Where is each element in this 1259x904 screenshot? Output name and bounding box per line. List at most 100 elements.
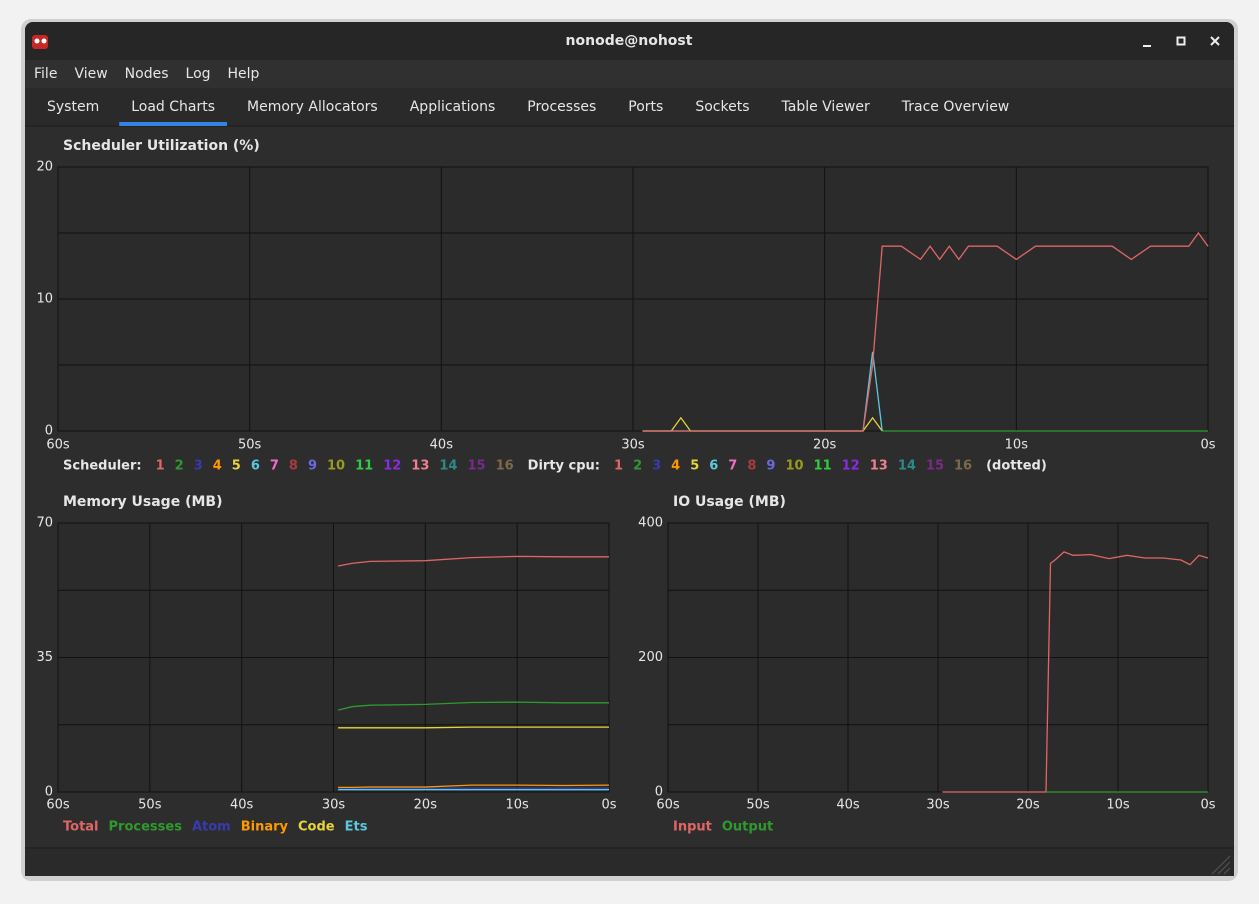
active-tab-indicator [119,122,228,126]
legend-item: 14 [898,459,916,474]
chart-title: Memory Usage (MB) [63,494,222,510]
menu-item[interactable]: View [74,66,107,82]
x-tick-label: 20s [1016,798,1040,813]
y-tick-label: 20 [36,160,53,175]
app-icon-eye [34,38,40,44]
x-tick-label: 50s [238,438,262,453]
series-line [338,726,609,729]
tab[interactable]: Processes [527,99,596,115]
legend-item: 16 [496,459,514,474]
legend-item: 6 [709,459,718,474]
y-tick-label: 70 [36,516,53,531]
legend-item: Processes [109,820,183,835]
legend-item: 4 [671,459,680,474]
status-bar [25,848,1234,876]
legend-item: Atom [192,820,231,835]
legend-item: 5 [690,459,699,474]
series-line [942,551,1209,793]
tab[interactable]: Trace Overview [901,99,1010,115]
x-tick-label: 0s [1200,798,1215,813]
x-tick-label: 40s [836,798,860,813]
legend-item: Total [63,820,99,835]
legend-item: 1 [614,459,623,474]
series-line [337,555,609,567]
series-line [338,784,610,789]
legend-item: 3 [194,459,203,474]
app-icon[interactable] [32,35,48,49]
y-tick-label: 0 [45,785,53,800]
menu-item[interactable]: File [34,66,57,82]
legend-item: 10 [327,459,345,474]
legend-item: Ets [345,820,368,835]
x-tick-label: 20s [414,798,438,813]
legend-item: 13 [870,459,888,474]
legend-item: 2 [175,459,184,474]
close-button[interactable] [1210,36,1220,46]
x-tick-label: 30s [926,798,950,813]
legend-item: Input [673,820,712,835]
menu-bar [25,60,1234,88]
y-tick-label: 35 [36,650,53,665]
legend-item: Code [298,820,335,835]
app-icon-eye [41,38,47,44]
legend-item: 10 [785,459,803,474]
x-tick-label: 40s [430,438,454,453]
y-tick-label: 400 [638,516,663,531]
legend-item: 1 [156,459,165,474]
tab[interactable]: Load Charts [131,99,215,115]
series-line [337,701,609,711]
legend-item: 9 [766,459,775,474]
resize-grip[interactable] [1211,855,1231,875]
legend-item: 16 [954,459,972,474]
tab[interactable]: System [47,99,99,115]
y-tick-label: 10 [36,292,53,307]
legend-item: 5 [232,459,241,474]
legend-item: 6 [251,459,260,474]
y-tick-label: 200 [638,650,663,665]
x-tick-label: 0s [1200,438,1215,453]
legend-item: 11 [814,459,832,474]
tab[interactable]: Sockets [695,99,749,115]
x-tick-label: 30s [621,438,645,453]
title-bar-bottom [25,50,1234,60]
y-tick-label: 0 [655,785,663,800]
x-tick-label: 10s [1106,798,1130,813]
x-tick-label: 60s [46,438,70,453]
menu-item[interactable]: Log [186,66,211,82]
x-tick-label: 50s [138,798,162,813]
legend-label: Scheduler: [63,459,142,474]
x-tick-label: 10s [1005,438,1029,453]
legend-item: 8 [747,459,756,474]
x-tick-label: 30s [322,798,346,813]
tab[interactable]: Applications [410,99,496,115]
legend-item: 13 [411,459,429,474]
legend-item: 7 [728,459,737,474]
tab[interactable]: Table Viewer [781,99,870,115]
legend-item: 14 [439,459,457,474]
menu-item[interactable]: Help [228,66,260,82]
x-tick-label: 50s [746,798,770,813]
legend-item: 11 [355,459,373,474]
x-tick-label: 0s [601,798,616,813]
legend-item: 8 [289,459,298,474]
x-tick-label: 40s [230,798,254,813]
x-tick-label: 20s [813,438,837,453]
legend-item: 15 [467,459,485,474]
chart-title: Scheduler Utilization (%) [63,138,260,154]
menu-item[interactable]: Nodes [125,66,169,82]
tab[interactable]: Memory Allocators [247,99,378,115]
legend-label: Dirty cpu: [528,459,600,474]
legend-note: (dotted) [986,459,1047,474]
tab[interactable]: Ports [628,99,663,115]
legend-item: Output [722,820,773,835]
legend-item: 4 [213,459,222,474]
x-tick-label: 10s [506,798,530,813]
y-tick-label: 0 [45,424,53,439]
minimize-button[interactable] [1143,45,1151,47]
maximize-button[interactable] [1176,36,1186,46]
legend-item: 7 [270,459,279,474]
legend-item: 12 [383,459,401,474]
series-line [642,231,1209,432]
